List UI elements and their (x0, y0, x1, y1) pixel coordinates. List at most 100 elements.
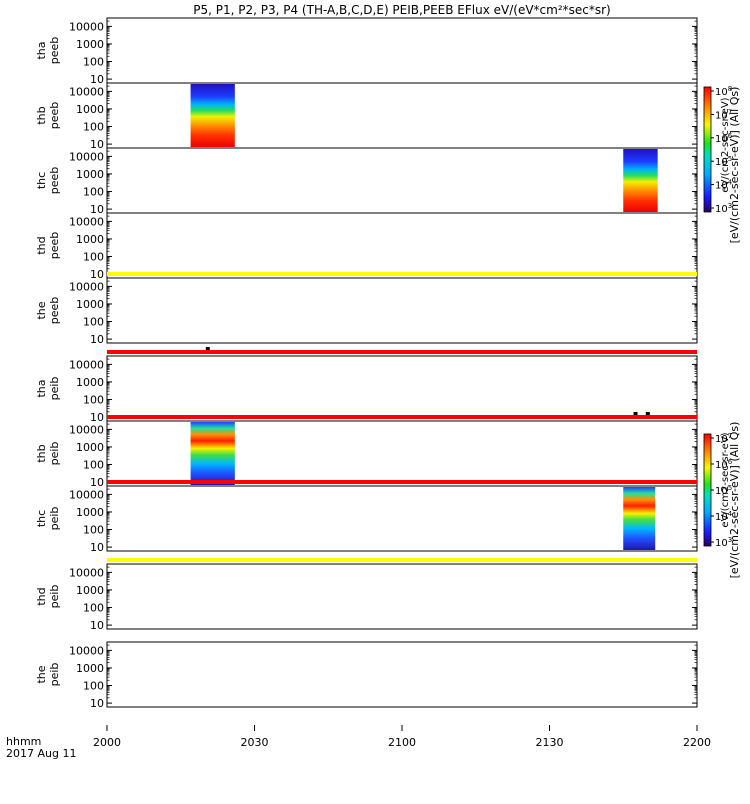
panel-label-probe: thd (35, 587, 48, 605)
x-tick-label: 2000 (93, 736, 121, 749)
panel-frame (106, 147, 698, 214)
colorbar-tick-exp: 5 (728, 484, 732, 492)
colorbar-label-upper: eV/(cm2-sec-sr-eV) (720, 432, 731, 527)
panel-label-product: peib (48, 663, 61, 687)
y-tick-label: 1000 (76, 376, 104, 389)
y-tick-label: 10000 (69, 280, 104, 293)
panel-label: thcpeeb (35, 167, 61, 195)
panel-label-product: peib (48, 377, 61, 401)
panel-label-probe: thd (35, 236, 48, 254)
spectrogram-block (190, 422, 235, 485)
x-tick-label: 2100 (388, 736, 416, 749)
y-tick-label: 100 (83, 316, 104, 329)
colorbar-label: [eV/(cm2-sec-sr-eV)] (All Qs) (728, 87, 741, 244)
x-tick-label: 2130 (536, 736, 564, 749)
y-tick-label: 100 (83, 602, 104, 615)
y-tick-label: 1000 (76, 298, 104, 311)
panel-frame (106, 212, 698, 279)
panel-label-probe: tha (35, 379, 48, 397)
status-mark (205, 347, 210, 350)
panel-tha-peib: 10 100 1000 10000 thapeib (35, 347, 698, 424)
panel-frame (106, 485, 698, 552)
panel-thb-peib: 10 100 1000 10000 thbpeib (35, 412, 698, 489)
y-tick-label: 10000 (69, 644, 104, 657)
colorbar-tick-base: 10 (715, 486, 728, 497)
panel-frame (106, 17, 698, 84)
y-tick-label: 10000 (69, 488, 104, 501)
panel-frame (106, 641, 698, 708)
y-tick-label: 1000 (76, 584, 104, 597)
panel-label-probe: thb (35, 106, 48, 124)
y-tick-label: 10 (90, 476, 104, 489)
colorbar-tick-label: 107 (715, 108, 732, 121)
status-bar (107, 558, 697, 562)
colorbar-tick-label: 106 (715, 458, 733, 471)
y-tick-label: 1000 (76, 506, 104, 519)
colorbar-tick-exp: 6 (728, 458, 733, 466)
y-tick-label: 10 (90, 203, 104, 216)
panel-label-product: peeb (48, 297, 61, 325)
colorbar-tick-label: 105 (715, 484, 732, 497)
y-tick-label: 100 (83, 459, 104, 472)
panel-label: thapeib (35, 377, 61, 401)
colorbar-tick-exp: 7 (728, 108, 732, 116)
colorbar-tick-base: 10 (715, 538, 728, 549)
y-tick-label: 100 (83, 680, 104, 693)
panel-the-peib: 10 100 1000 10000 thepeib (35, 641, 698, 710)
y-tick-label: 1000 (76, 38, 104, 51)
colorbar-tick-exp: 8 (728, 85, 732, 93)
colorbar-tick-base: 10 (715, 204, 728, 215)
colorbar-scale (703, 433, 712, 547)
status-bar (107, 415, 697, 419)
y-tick-label: 10 (90, 138, 104, 151)
panel-label-product: peeb (48, 167, 61, 195)
panel-label-product: peeb (48, 37, 61, 65)
y-tick-label: 10000 (69, 150, 104, 163)
panel-frame (106, 277, 698, 344)
y-tick-label: 1000 (76, 233, 104, 246)
colorbar-tick-label: 104 (715, 179, 733, 192)
colorbar-tick-base: 10 (715, 110, 728, 121)
y-tick-label: 100 (83, 121, 104, 134)
colorbar-label-upper: eV/(cm2-sec-sr-eV) (720, 97, 731, 192)
panel-label-probe: the (35, 301, 48, 319)
panel-label: thepeib (35, 663, 61, 687)
panel-label: thapeeb (35, 37, 61, 65)
panel-label-probe: thc (35, 172, 48, 189)
colorbar-tick-label: 103 (715, 202, 732, 215)
y-tick-label: 1000 (76, 168, 104, 181)
y-tick-label: 10 (90, 73, 104, 86)
colorbar-tick-exp: 3 (728, 536, 732, 544)
y-tick-label: 100 (83, 186, 104, 199)
colorbar-tick-label: 107 (715, 432, 732, 445)
panel-label-probe: tha (35, 41, 48, 59)
panel-tha-peeb: 10 100 1000 10000 thapeeb (35, 17, 698, 86)
colorbar-tick-label: 105 (715, 155, 732, 168)
panel-label-probe: thc (35, 510, 48, 527)
y-tick-label: 10 (90, 268, 104, 281)
panel-label: thbpeib (35, 442, 61, 466)
colorbar-tick-label: 106 (715, 132, 733, 145)
status-mark (633, 412, 638, 415)
panel-label: thbpeeb (35, 102, 61, 130)
status-bar (107, 350, 697, 354)
panel-label: thcpeib (35, 507, 61, 531)
colorbar-tick-base: 10 (715, 460, 728, 471)
colorbar-tick-base: 10 (715, 134, 728, 145)
panel-frame (106, 563, 698, 630)
y-tick-label: 10 (90, 411, 104, 424)
y-tick-label: 100 (83, 524, 104, 537)
panel-thd-peib: 10 100 1000 10000 thdpeib (35, 558, 698, 632)
panel-frame (106, 355, 698, 422)
spectrogram-block (623, 149, 658, 212)
y-tick-label: 10 (90, 541, 104, 554)
y-tick-label: 1000 (76, 662, 104, 675)
panel-label-product: peib (48, 442, 61, 466)
panel-label: thdpeib (35, 585, 61, 609)
y-tick-label: 10 (90, 619, 104, 632)
colorbar-tick-base: 10 (715, 87, 728, 98)
y-tick-label: 10 (90, 333, 104, 346)
